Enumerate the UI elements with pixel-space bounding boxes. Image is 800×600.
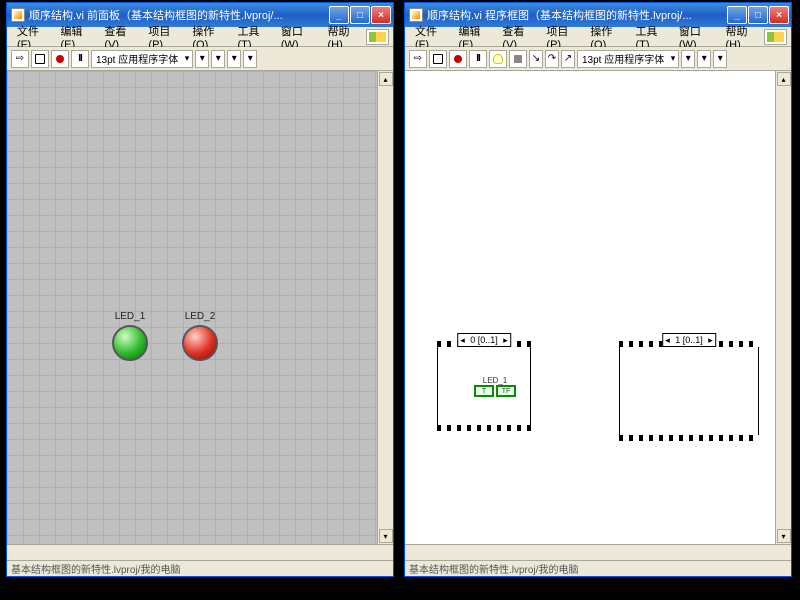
- vertical-scrollbar[interactable]: ▴ ▾: [775, 71, 791, 544]
- scroll-down-icon[interactable]: ▾: [777, 529, 791, 543]
- horizontal-scrollbar[interactable]: [405, 544, 791, 560]
- boolean-terminal[interactable]: LED_1TTF: [474, 376, 516, 397]
- font-selector[interactable]: 13pt 应用程序字体: [91, 50, 193, 68]
- sequence-frame[interactable]: ◂0 [0..1]▸LED_1TTF: [437, 341, 531, 431]
- labview-vi-icon: [409, 8, 423, 22]
- front-panel-menubar: 文件(F) 编辑(E) 查看(V) 项目(P) 操作(O) 工具(T) 窗口(W…: [7, 27, 393, 47]
- resize-objects-button[interactable]: ▾: [227, 50, 241, 68]
- front-panel-workarea: LED_1 LED_2 ▴ ▾: [7, 71, 393, 544]
- block-diagram-toolbar: ⇨ II ↘ ↷ ↗ 13pt 应用程序字体 ▾ ▾ ▾: [405, 47, 791, 71]
- reorder-button[interactable]: ▾: [243, 50, 257, 68]
- front-panel-statusbar: 基本结构框图的新特性.lvproj/我的电脑: [7, 560, 393, 576]
- close-button[interactable]: ×: [371, 6, 391, 24]
- pause-button[interactable]: II: [71, 50, 89, 68]
- align-objects-button[interactable]: ▾: [681, 50, 695, 68]
- vi-icon-editor-icon[interactable]: [764, 29, 787, 45]
- green-led-icon[interactable]: [112, 325, 148, 361]
- step-out-button[interactable]: ↗: [561, 50, 575, 68]
- front-panel-window: 顺序结构.vi 前面板（基本结构框图的新特性.lvproj/... _ □ × …: [6, 2, 394, 577]
- labview-vi-icon: [11, 8, 25, 22]
- terminal-label: LED_1: [474, 376, 516, 385]
- red-led-icon[interactable]: [182, 325, 218, 361]
- block-diagram-canvas[interactable]: ◂0 [0..1]▸LED_1TTF◂1 [0..1]▸+: [405, 71, 775, 544]
- front-panel-toolbar: ⇨ II 13pt 应用程序字体 ▾ ▾ ▾ ▾: [7, 47, 393, 71]
- led-indicator[interactable]: LED_1: [112, 311, 148, 361]
- close-button[interactable]: ×: [769, 6, 789, 24]
- front-panel-canvas[interactable]: LED_1 LED_2: [7, 71, 377, 544]
- scroll-up-icon[interactable]: ▴: [777, 72, 791, 86]
- pause-button[interactable]: II: [469, 50, 487, 68]
- led-indicator[interactable]: LED_2: [182, 311, 218, 361]
- align-objects-button[interactable]: ▾: [195, 50, 209, 68]
- distribute-objects-button[interactable]: ▾: [697, 50, 711, 68]
- font-selector[interactable]: 13pt 应用程序字体: [577, 50, 679, 68]
- block-diagram-statusbar: 基本结构框图的新特性.lvproj/我的电脑: [405, 560, 791, 576]
- sequence-frame-selector[interactable]: ◂1 [0..1]▸: [662, 333, 716, 347]
- run-continuously-button[interactable]: [429, 50, 447, 68]
- run-continuously-button[interactable]: [31, 50, 49, 68]
- led-label: LED_2: [182, 311, 218, 322]
- highlight-execution-button[interactable]: [489, 50, 507, 68]
- step-over-button[interactable]: ↷: [545, 50, 559, 68]
- abort-button[interactable]: [449, 50, 467, 68]
- scroll-down-icon[interactable]: ▾: [379, 529, 393, 543]
- block-diagram-window: 顺序结构.vi 程序框图（基本结构框图的新特性.lvproj/... _ □ ×…: [404, 2, 792, 577]
- run-button[interactable]: ⇨: [409, 50, 427, 68]
- retain-wire-values-button[interactable]: [509, 50, 527, 68]
- abort-button[interactable]: [51, 50, 69, 68]
- sequence-frame[interactable]: ◂1 [0..1]▸: [619, 341, 759, 441]
- led-label: LED_1: [112, 311, 148, 322]
- vi-icon-editor-icon[interactable]: [366, 29, 389, 45]
- boolean-indicator-terminal[interactable]: TF: [496, 385, 516, 397]
- run-button[interactable]: ⇨: [11, 50, 29, 68]
- distribute-objects-button[interactable]: ▾: [211, 50, 225, 68]
- vertical-scrollbar[interactable]: ▴ ▾: [377, 71, 393, 544]
- horizontal-scrollbar[interactable]: [7, 544, 393, 560]
- block-diagram-workarea: ◂0 [0..1]▸LED_1TTF◂1 [0..1]▸+ ▴ ▾: [405, 71, 791, 544]
- cleanup-diagram-button[interactable]: ▾: [713, 50, 727, 68]
- scroll-up-icon[interactable]: ▴: [379, 72, 393, 86]
- block-diagram-menubar: 文件(F) 编辑(E) 查看(V) 项目(P) 操作(O) 工具(T) 窗口(W…: [405, 27, 791, 47]
- step-into-button[interactable]: ↘: [529, 50, 543, 68]
- boolean-constant[interactable]: T: [474, 385, 494, 397]
- sequence-frame-selector[interactable]: ◂0 [0..1]▸: [457, 333, 511, 347]
